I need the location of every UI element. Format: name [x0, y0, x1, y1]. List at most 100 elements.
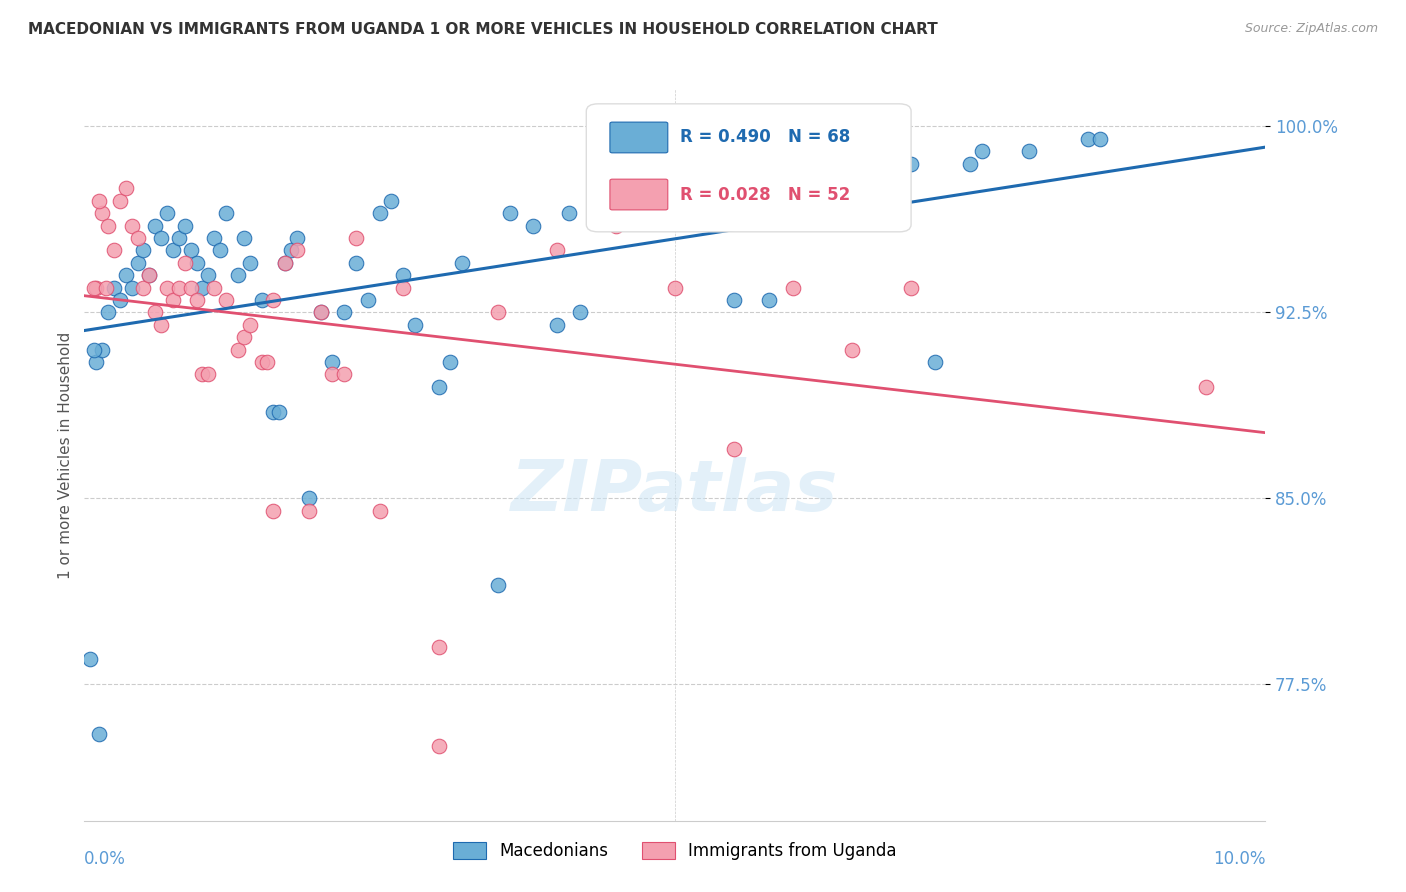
- Point: [546, 318, 568, 332]
- Point: [274, 256, 297, 270]
- Point: [723, 442, 745, 456]
- Point: [191, 280, 214, 294]
- FancyBboxPatch shape: [610, 122, 668, 153]
- Point: [162, 293, 184, 307]
- Point: [186, 293, 208, 307]
- FancyBboxPatch shape: [586, 103, 911, 232]
- Point: [451, 256, 474, 270]
- Point: [758, 293, 780, 307]
- Point: [782, 280, 804, 294]
- Point: [274, 256, 297, 270]
- Point: [143, 305, 166, 319]
- Point: [114, 181, 136, 195]
- Point: [333, 305, 356, 319]
- Point: [280, 244, 302, 258]
- Text: R = 0.028   N = 52: R = 0.028 N = 52: [679, 186, 849, 203]
- Point: [127, 256, 149, 270]
- Y-axis label: 1 or more Vehicles in Household: 1 or more Vehicles in Household: [58, 331, 73, 579]
- Point: [900, 280, 922, 294]
- Point: [84, 355, 107, 369]
- Point: [167, 280, 190, 294]
- Point: [380, 194, 402, 208]
- Point: [121, 219, 143, 233]
- Point: [262, 504, 284, 518]
- Point: [392, 268, 415, 282]
- Point: [368, 504, 391, 518]
- Point: [180, 244, 202, 258]
- Point: [239, 318, 262, 332]
- Point: [79, 652, 101, 666]
- Point: [605, 156, 627, 170]
- Point: [664, 181, 686, 195]
- Point: [970, 144, 993, 158]
- Point: [232, 231, 254, 245]
- Text: 10.0%: 10.0%: [1213, 850, 1265, 868]
- Point: [723, 293, 745, 307]
- Point: [226, 343, 249, 357]
- Point: [103, 244, 125, 258]
- Point: [262, 404, 284, 418]
- Text: ZIPatlas: ZIPatlas: [512, 457, 838, 526]
- Point: [91, 206, 114, 220]
- Point: [427, 739, 450, 754]
- Point: [256, 355, 278, 369]
- Point: [191, 368, 214, 382]
- Point: [269, 404, 291, 418]
- Point: [173, 219, 195, 233]
- Point: [498, 206, 520, 220]
- Point: [616, 156, 638, 170]
- Point: [1195, 380, 1218, 394]
- Point: [664, 280, 686, 294]
- Point: [605, 219, 627, 233]
- Point: [209, 244, 232, 258]
- Point: [298, 504, 321, 518]
- Point: [127, 231, 149, 245]
- Point: [285, 244, 308, 258]
- Point: [486, 305, 509, 319]
- Point: [215, 293, 238, 307]
- Point: [404, 318, 426, 332]
- Point: [162, 244, 184, 258]
- Point: [143, 219, 166, 233]
- Point: [202, 280, 225, 294]
- Point: [83, 280, 105, 294]
- Point: [114, 268, 136, 282]
- Point: [132, 244, 155, 258]
- Point: [392, 280, 415, 294]
- Point: [368, 206, 391, 220]
- Text: 0.0%: 0.0%: [84, 850, 127, 868]
- Point: [91, 343, 114, 357]
- Point: [197, 368, 219, 382]
- Point: [150, 231, 173, 245]
- Point: [841, 181, 863, 195]
- Point: [97, 305, 120, 319]
- Point: [138, 268, 160, 282]
- Point: [167, 231, 190, 245]
- Point: [546, 244, 568, 258]
- Point: [344, 231, 367, 245]
- Point: [83, 343, 105, 357]
- Point: [427, 380, 450, 394]
- Point: [250, 293, 273, 307]
- Point: [1088, 132, 1111, 146]
- FancyBboxPatch shape: [610, 179, 668, 210]
- Point: [344, 256, 367, 270]
- Point: [298, 491, 321, 506]
- Point: [522, 219, 544, 233]
- Point: [321, 355, 343, 369]
- Text: MACEDONIAN VS IMMIGRANTS FROM UGANDA 1 OR MORE VEHICLES IN HOUSEHOLD CORRELATION: MACEDONIAN VS IMMIGRANTS FROM UGANDA 1 O…: [28, 22, 938, 37]
- Point: [197, 268, 219, 282]
- Point: [108, 293, 131, 307]
- Point: [150, 318, 173, 332]
- Point: [1077, 132, 1099, 146]
- Point: [173, 256, 195, 270]
- Point: [232, 330, 254, 344]
- Point: [132, 280, 155, 294]
- Point: [94, 280, 117, 294]
- Point: [959, 156, 981, 170]
- Point: [226, 268, 249, 282]
- Point: [439, 355, 461, 369]
- Point: [239, 256, 262, 270]
- Point: [309, 305, 332, 319]
- Point: [1018, 144, 1040, 158]
